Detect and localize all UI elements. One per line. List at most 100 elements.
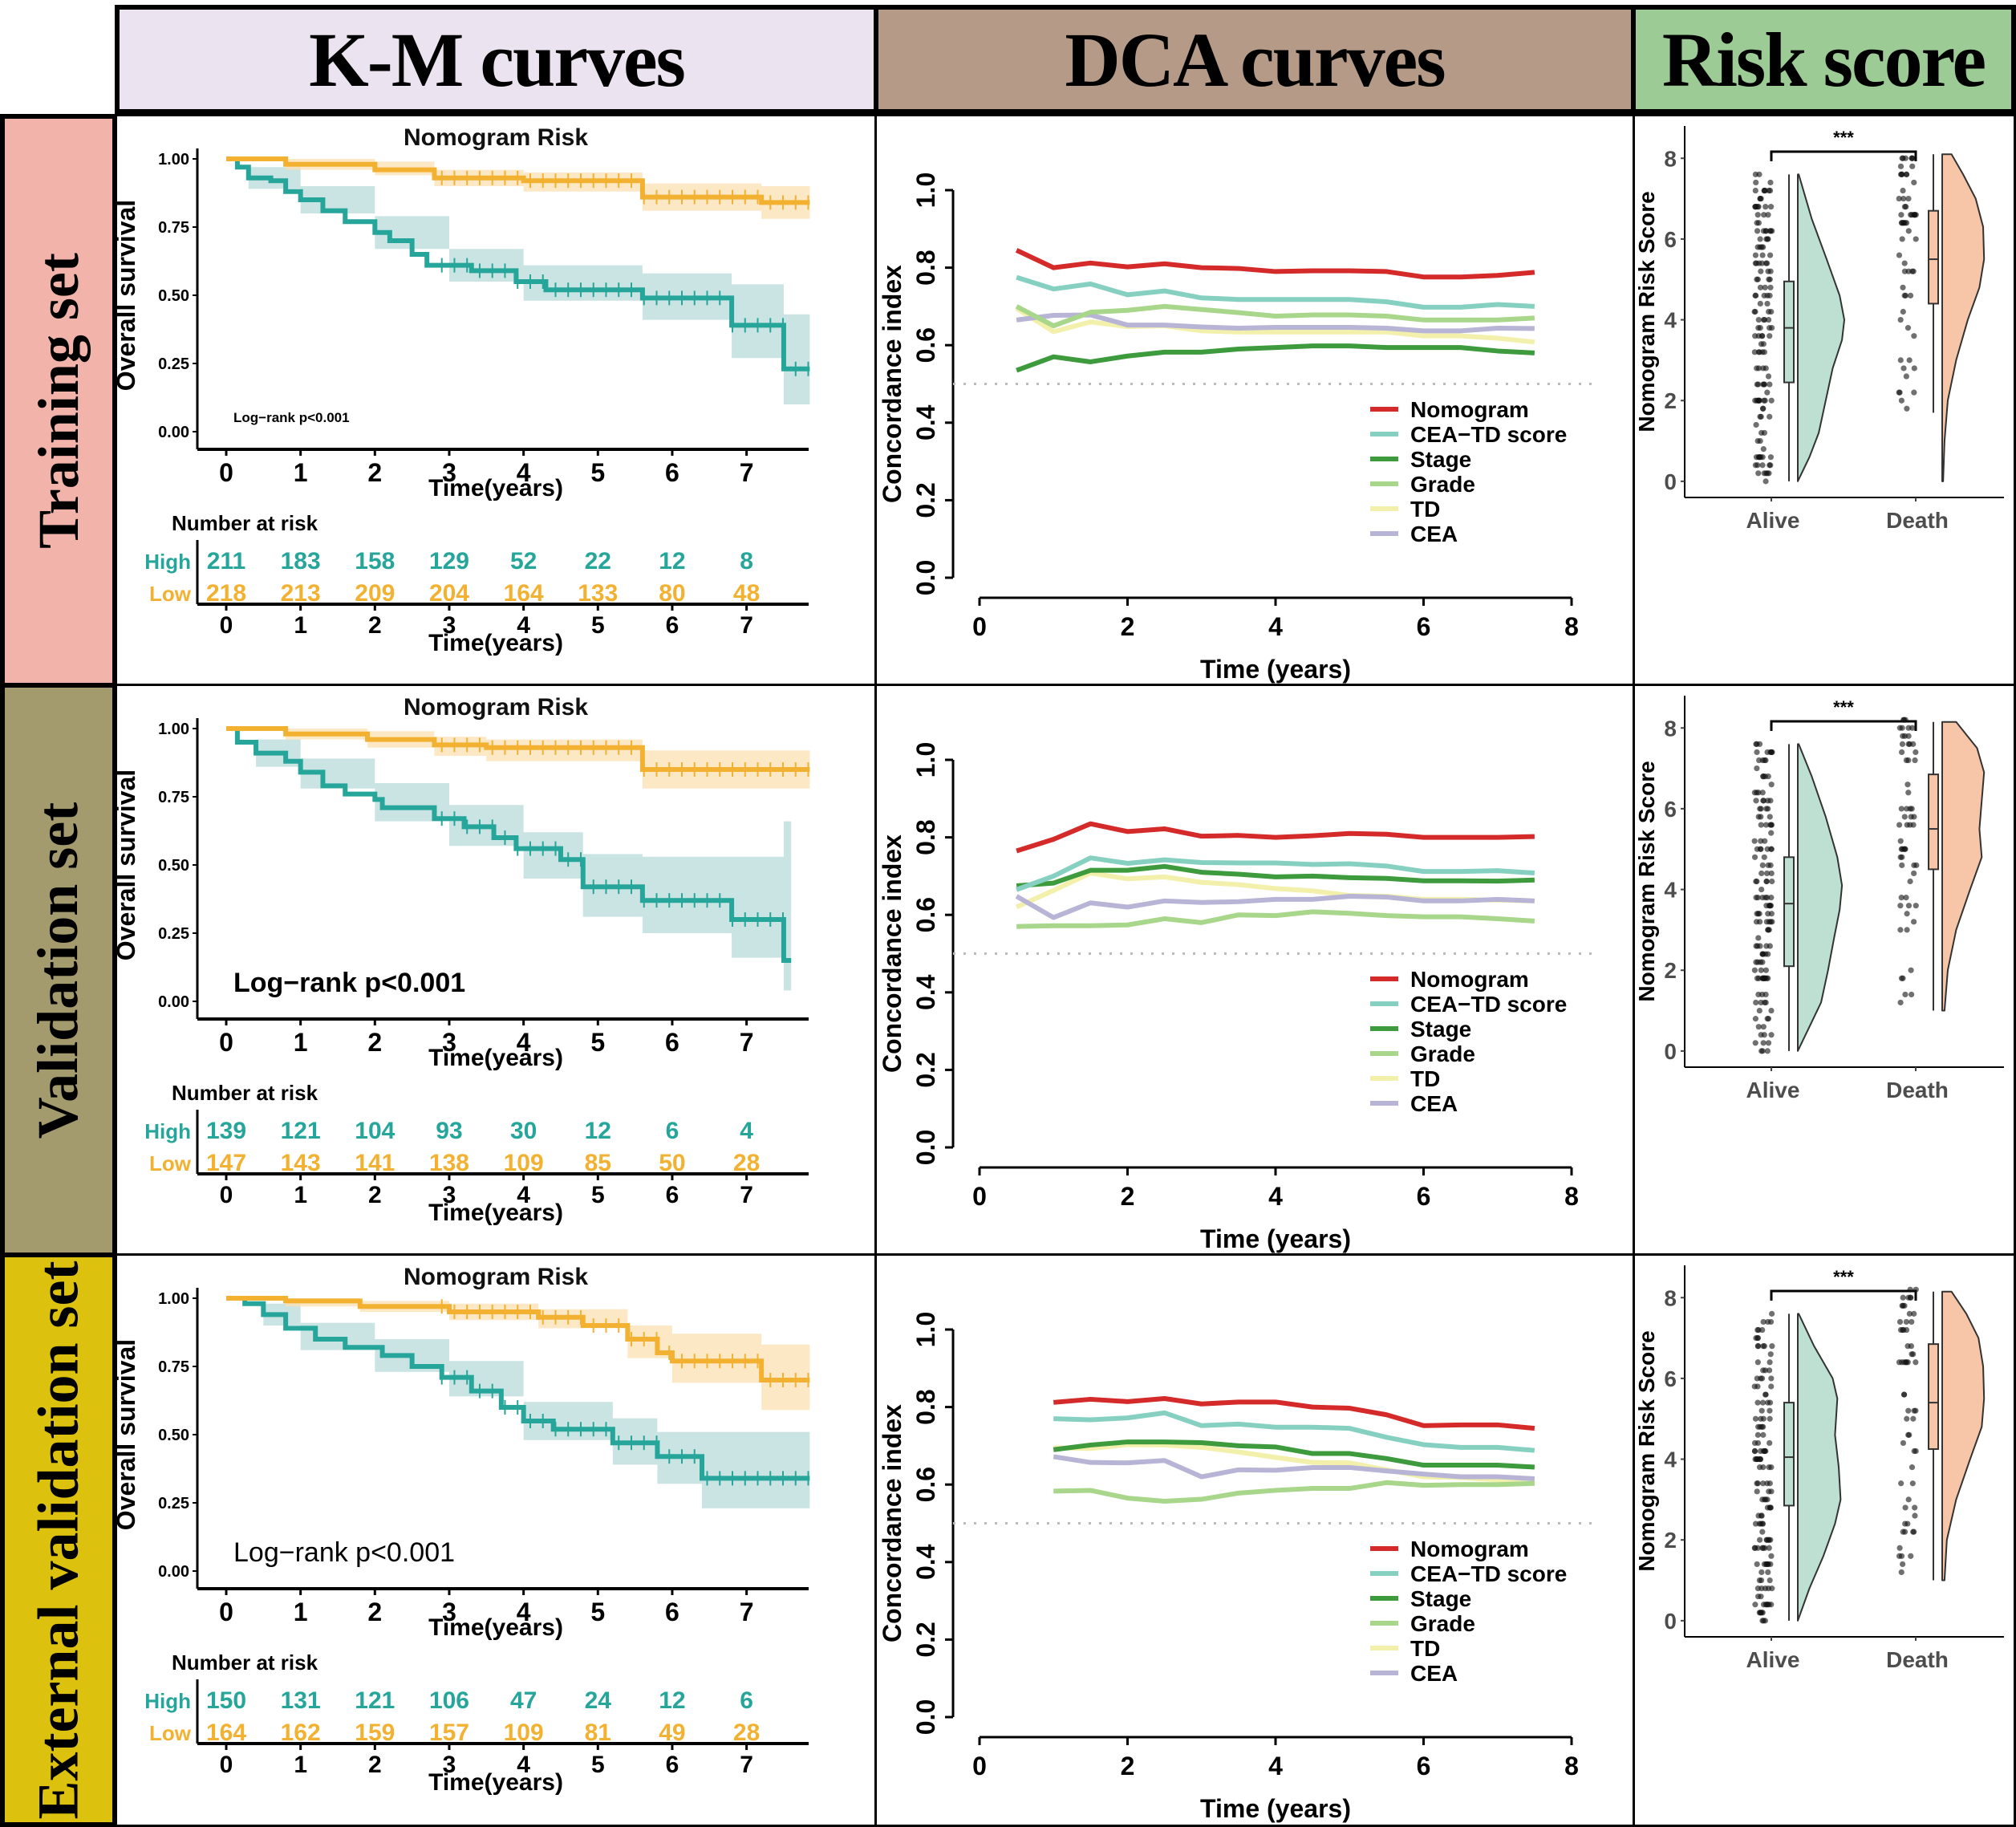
km-x-label: Time(years) bbox=[428, 1045, 563, 1071]
risk-point bbox=[1754, 1383, 1761, 1390]
risk-point bbox=[1752, 1602, 1758, 1608]
risk-point bbox=[1897, 999, 1904, 1006]
significance-label: *** bbox=[1833, 128, 1854, 148]
risk-point bbox=[1911, 870, 1917, 877]
dca-y-tick-label: 0.2 bbox=[911, 1052, 940, 1087]
risk-point bbox=[1759, 975, 1766, 981]
dca-line-nomogram bbox=[1015, 248, 1535, 280]
km-y-tick-label: 0.00 bbox=[158, 1563, 189, 1581]
risk-point bbox=[1907, 292, 1914, 298]
significance-label: *** bbox=[1833, 1267, 1854, 1287]
risk-point bbox=[1765, 951, 1771, 957]
risk-table-cell: 8 bbox=[740, 548, 753, 574]
risk-point bbox=[1754, 1439, 1762, 1447]
risk-point bbox=[1766, 1545, 1772, 1551]
risk-point bbox=[1758, 822, 1764, 828]
risk-point bbox=[1897, 838, 1904, 844]
risk-point bbox=[1761, 854, 1767, 860]
row-label-validation: Validation set bbox=[0, 683, 117, 1257]
dca-chart-validation: 0.0 0.2 0.4 0.6 0.8 1.0 0 2 4 6 8 Time (years) Conco… bbox=[878, 742, 1599, 1253]
risk-table-x-tick-label: 2 bbox=[368, 612, 382, 639]
risk-point bbox=[1757, 1423, 1763, 1430]
risk-table-cell: 104 bbox=[355, 1118, 395, 1144]
risk-table-cell: 164 bbox=[206, 1719, 246, 1746]
risk-point bbox=[1902, 292, 1909, 298]
risk-point bbox=[1910, 1415, 1917, 1422]
km-y-tick-label: 0.50 bbox=[158, 1427, 189, 1444]
risk-point bbox=[1905, 268, 1912, 274]
risk-point bbox=[1751, 308, 1758, 315]
risk-point bbox=[1913, 1447, 1919, 1455]
risk-point bbox=[1913, 1407, 1919, 1414]
risk-point bbox=[1754, 228, 1761, 234]
dca-legend-label: CEA bbox=[1410, 1661, 1458, 1686]
risk-point bbox=[1754, 790, 1760, 796]
risk-point bbox=[1767, 454, 1775, 461]
risk-point bbox=[1757, 1537, 1763, 1543]
risk-point bbox=[1766, 1488, 1772, 1495]
dca-legend-label: CEA bbox=[1410, 1091, 1458, 1116]
risk-table-x-tick-label: 4 bbox=[517, 612, 530, 639]
km-y-tick-label: 0.75 bbox=[158, 219, 189, 237]
risk-point bbox=[1754, 437, 1761, 445]
risk-point bbox=[1754, 975, 1761, 981]
risk-point bbox=[1899, 236, 1905, 242]
risk-point bbox=[1754, 365, 1760, 371]
risk-point bbox=[1901, 814, 1908, 820]
dca-x-tick-label: 0 bbox=[972, 1182, 987, 1211]
risk-table-cell: 218 bbox=[206, 580, 246, 607]
risk-point bbox=[1767, 1407, 1773, 1414]
risk-table-cell: 106 bbox=[429, 1687, 469, 1714]
risk-point bbox=[1904, 325, 1912, 331]
km-y-tick-label: 0.25 bbox=[158, 355, 189, 373]
risk-point bbox=[1760, 1480, 1767, 1487]
risk-point bbox=[1898, 1569, 1904, 1576]
risk-point bbox=[1905, 725, 1912, 731]
risk-point bbox=[1912, 1512, 1918, 1519]
dca-line-cea-td-score bbox=[1053, 1410, 1535, 1453]
risk-point bbox=[1907, 878, 1913, 885]
risk-point bbox=[1762, 478, 1769, 485]
dca-x-label: Time (years) bbox=[1200, 1224, 1351, 1253]
risk-point bbox=[1755, 349, 1762, 355]
risk-table-cell: 121 bbox=[355, 1687, 395, 1714]
risk-table-cell: 52 bbox=[510, 548, 537, 574]
risk-point bbox=[1751, 1447, 1758, 1455]
risk-point bbox=[1767, 1577, 1773, 1584]
header-km-label: K-M curves bbox=[309, 16, 686, 103]
risk-point bbox=[1769, 228, 1775, 234]
risk-point bbox=[1900, 1302, 1906, 1309]
dca-y-tick-label: 0.2 bbox=[911, 1622, 940, 1657]
risk-point bbox=[1765, 1585, 1772, 1592]
risk-point bbox=[1768, 846, 1775, 852]
risk-point bbox=[1754, 959, 1761, 965]
risk-point bbox=[1764, 846, 1771, 852]
risk-point bbox=[1908, 1294, 1914, 1301]
panel-training-km: Nomogram Risk 0.00 0.25 0.50 0.75 1.00 0 1 2 3 4 5 6… bbox=[115, 114, 877, 686]
risk-point bbox=[1762, 757, 1768, 764]
risk-table-cell: 30 bbox=[510, 1118, 537, 1144]
risk-point bbox=[1769, 325, 1775, 331]
risk-point bbox=[1754, 749, 1760, 756]
risk-point bbox=[1900, 195, 1907, 202]
risk-point bbox=[1903, 373, 1909, 380]
risk-point bbox=[1755, 935, 1762, 941]
risk-table-x-label: Time(years) bbox=[428, 1200, 563, 1226]
risk-point bbox=[1754, 381, 1760, 388]
risk-point bbox=[1758, 806, 1764, 812]
dca-y-tick-label: 0.6 bbox=[911, 1467, 940, 1502]
risk-table-cell: 147 bbox=[206, 1150, 246, 1176]
risk-point bbox=[1901, 846, 1909, 852]
risk-point bbox=[1763, 1537, 1771, 1543]
km-x-tick-label: 5 bbox=[590, 1028, 605, 1057]
significance-bracket bbox=[1770, 720, 1917, 731]
risk-chart-validation: 0 2 4 6 8 Alive Death Nomogram Risk Score *** bbox=[1635, 696, 2004, 1102]
risk-point bbox=[1901, 1529, 1909, 1535]
risk-point bbox=[1760, 1618, 1767, 1624]
km-logrank-annotation: Log−rank p<0.001 bbox=[233, 968, 465, 998]
risk-point bbox=[1905, 195, 1912, 202]
risk-point bbox=[1909, 1480, 1916, 1487]
risk-point bbox=[1758, 333, 1765, 339]
risk-table-cell: 164 bbox=[504, 580, 544, 607]
